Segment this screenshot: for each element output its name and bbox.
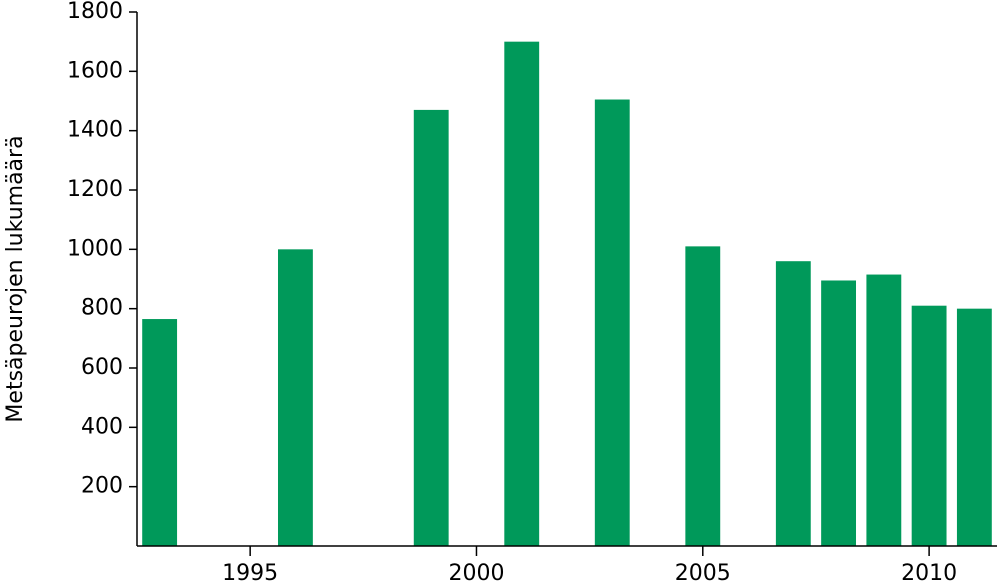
bar — [594, 99, 630, 547]
y-tick-label: 1200 — [67, 177, 123, 202]
bar — [956, 308, 992, 546]
y-tick-label: 600 — [81, 355, 123, 380]
y-tick-label: 1000 — [67, 236, 123, 261]
y-tick-label: 1600 — [67, 58, 123, 83]
y-tick-label: 800 — [81, 296, 123, 321]
bar — [413, 109, 449, 547]
y-tick-label: 1400 — [67, 118, 123, 143]
bar — [685, 246, 721, 546]
y-tick-label: 400 — [81, 414, 123, 439]
x-tick-label: 2005 — [675, 561, 731, 586]
x-tick-label: 1995 — [222, 561, 278, 586]
y-tick-label: 1800 — [67, 0, 123, 24]
bar — [821, 280, 857, 546]
x-tick-label: 2010 — [901, 561, 957, 586]
bar — [866, 274, 902, 546]
bar — [277, 249, 313, 547]
bar — [504, 41, 540, 547]
y-axis-label: Metsäpeurojen lukumäärä — [3, 135, 28, 422]
bar — [911, 305, 947, 546]
bar — [142, 319, 178, 546]
bar — [775, 261, 811, 546]
y-tick-label: 200 — [81, 474, 123, 499]
x-tick-label: 2000 — [448, 561, 504, 586]
